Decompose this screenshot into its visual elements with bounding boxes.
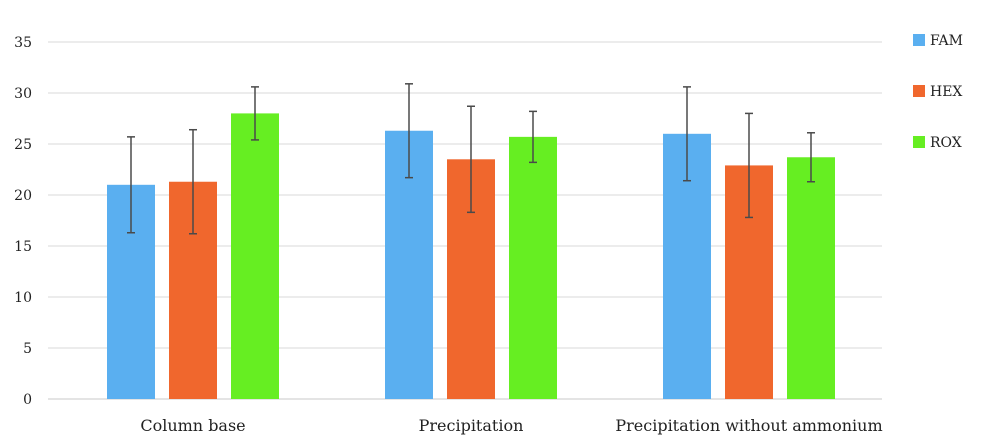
y-axis-tick-labels: 0 5 10 15 20 25 30 35 [14, 35, 32, 408]
y-tick-label: 35 [14, 35, 32, 51]
error-bars [127, 83, 815, 235]
y-tick-label: 10 [14, 290, 32, 306]
legend-swatch-fam [913, 34, 925, 46]
legend-swatch-hex [913, 85, 925, 97]
x-axis-category-labels: Column base Precipitation Precipitation wi… [140, 416, 882, 435]
y-tick-label: 20 [14, 188, 32, 204]
bars [107, 113, 835, 400]
x-category-label: Column base [140, 416, 245, 435]
legend-label-fam: FAM [930, 33, 963, 49]
y-tick-label: 5 [23, 341, 32, 357]
y-tick-label: 15 [14, 239, 32, 255]
x-category-label: Precipitation without ammonium [615, 416, 882, 435]
bar-rox-precipitation-without-ammonium [787, 157, 835, 399]
legend: FAM HEX ROX [913, 33, 963, 151]
y-tick-label: 25 [14, 137, 32, 153]
y-tick-label: 30 [14, 86, 32, 102]
bar-rox-precipitation [509, 136, 557, 400]
x-category-label: Precipitation [419, 416, 524, 435]
legend-swatch-rox [913, 136, 925, 148]
legend-label-rox: ROX [930, 135, 962, 151]
bar-rox-column-base [231, 113, 279, 400]
y-tick-label: 0 [23, 392, 32, 408]
legend-label-hex: HEX [930, 84, 962, 100]
